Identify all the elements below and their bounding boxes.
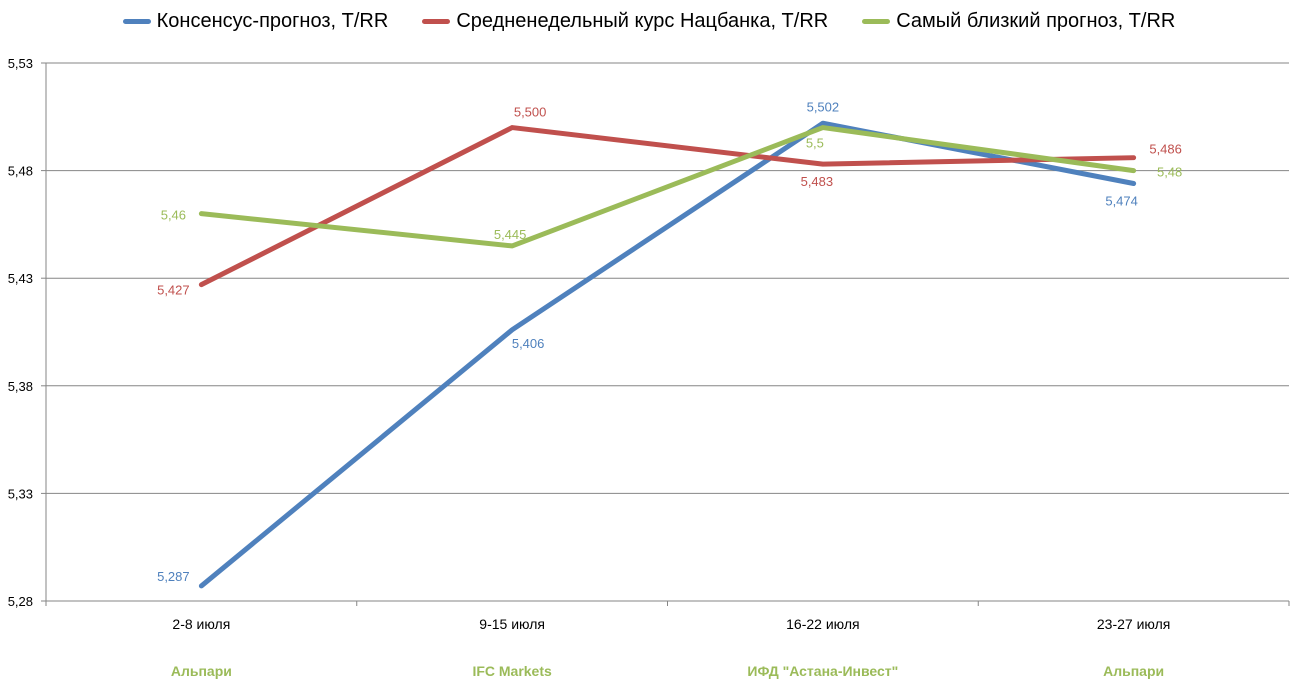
data-label-0-1: 5,406: [512, 336, 545, 351]
data-label-1-3: 5,486: [1149, 142, 1182, 157]
y-tick-label: 5,38: [8, 379, 33, 394]
data-label-2-0: 5,46: [161, 208, 186, 223]
gridlines: [46, 62, 1289, 494]
data-label-1-1: 5,500: [514, 105, 547, 120]
legend-item-nbrk: Средненедельный курс Нацбанка, T/RR: [422, 10, 828, 33]
legend-label-nbrk: Средненедельный курс Нацбанка, T/RR: [456, 10, 829, 32]
x-tick-label: 16-22 июля: [786, 616, 859, 632]
legend: Консенсус-прогноз, T/RR Средненедельный …: [0, 10, 1298, 33]
x-axis-ticks: 2-8 июля Альпари 9-15 июля IFC Markets 16-22…: [171, 616, 1170, 679]
x-tick-label: 2-8 июля: [172, 616, 230, 632]
data-label-0-3: 5,474: [1105, 194, 1138, 209]
x-sublabel: ИФД "Астана-Инвест": [747, 663, 898, 679]
legend-swatch-closest: [862, 19, 891, 24]
data-label-2-2: 5,5: [806, 136, 824, 151]
y-tick-label: 5,28: [8, 594, 33, 609]
data-label-1-0: 5,427: [157, 283, 190, 298]
y-tick-label: 5,53: [8, 56, 33, 71]
legend-item-closest: Самый близкий прогноз, T/RR: [862, 10, 1175, 33]
x-sublabel: Альпари: [171, 663, 232, 679]
series-line-1: [198, 125, 1137, 288]
y-tick-label: 5,43: [8, 271, 33, 286]
legend-swatch-consensus: [122, 19, 151, 24]
data-label-0-2: 5,502: [807, 99, 840, 114]
data-label-2-1: 5,445: [494, 227, 527, 242]
x-tick-label: 9-15 июля: [479, 616, 545, 632]
data-labels: 5,287 5,406 5,502 5,474 5,427 5,500 5,483 5,486…: [157, 99, 1182, 584]
x-sublabel: Альпари: [1103, 663, 1164, 679]
series-line-2: [198, 125, 1137, 249]
axes: [41, 62, 1290, 606]
y-tick-label: 5,48: [8, 164, 33, 179]
series-lines: [198, 120, 1137, 589]
data-label-0-0: 5,287: [157, 569, 190, 584]
y-axis-ticks: 5,28 5,33 5,38 5,43 5,48 5,53: [8, 56, 33, 609]
data-label-2-3: 5,48: [1157, 165, 1182, 180]
y-tick-label: 5,33: [8, 486, 33, 501]
legend-swatch-nbrk: [422, 19, 451, 24]
legend-item-consensus: Консенсус-прогноз, T/RR: [122, 10, 389, 33]
x-tick-label: 23-27 июля: [1097, 616, 1170, 632]
series-line-0: [198, 120, 1137, 589]
legend-label-consensus: Консенсус-прогноз, T/RR: [156, 10, 389, 32]
x-sublabel: IFC Markets: [472, 663, 552, 679]
data-label-1-2: 5,483: [801, 174, 834, 189]
legend-label-closest: Самый близкий прогноз, T/RR: [896, 10, 1176, 32]
